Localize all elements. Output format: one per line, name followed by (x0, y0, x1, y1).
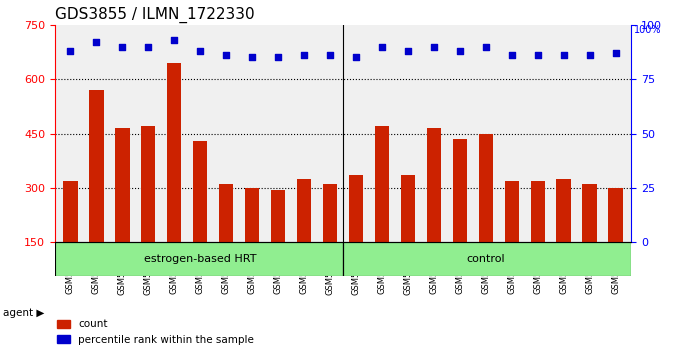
Point (65, 48, 76, 54)
Point (480, 44, 491, 49)
Text: agent ▶: agent ▶ (3, 308, 45, 318)
Bar (271, 190, 285, 242)
Text: GDS3855 / ILMN_1722330: GDS3855 / ILMN_1722330 (55, 7, 255, 23)
Bar (401, 175, 415, 242)
Point (221, 52, 232, 58)
Bar (343, 242, 631, 276)
Bar (530, 181, 545, 242)
Bar (427, 128, 441, 242)
Bar (219, 184, 233, 242)
Point (272, 55, 283, 60)
Bar (453, 139, 467, 242)
Bar (55, 242, 343, 276)
Point (454, 48, 465, 54)
Point (324, 52, 335, 58)
Bar (323, 184, 337, 242)
Point (117, 44, 128, 49)
Bar (89, 90, 104, 242)
Point (377, 44, 388, 49)
Point (506, 52, 517, 58)
Bar (582, 184, 597, 242)
Point (143, 44, 154, 49)
Bar (115, 128, 130, 242)
Bar (608, 188, 623, 242)
Legend: count, percentile rank within the sample: count, percentile rank within the sample (54, 315, 258, 349)
Bar (505, 181, 519, 242)
Bar (167, 63, 181, 242)
Text: control: control (466, 254, 505, 264)
Bar (141, 126, 156, 242)
Bar (193, 141, 207, 242)
Point (403, 48, 414, 54)
Text: estrogen-based HRT: estrogen-based HRT (144, 254, 257, 264)
Point (91, 39, 102, 45)
Bar (245, 188, 259, 242)
Bar (479, 133, 493, 242)
Bar (63, 181, 78, 242)
Bar (375, 126, 389, 242)
Point (584, 52, 595, 58)
Point (558, 52, 569, 58)
Point (247, 55, 258, 60)
Bar (349, 175, 363, 242)
Point (610, 50, 621, 56)
Text: 100%: 100% (634, 25, 661, 35)
Point (351, 55, 362, 60)
Bar (297, 179, 311, 242)
Point (298, 52, 309, 58)
Point (532, 52, 543, 58)
Point (195, 48, 206, 54)
Point (169, 37, 180, 43)
Point (428, 44, 439, 49)
Bar (556, 179, 571, 242)
